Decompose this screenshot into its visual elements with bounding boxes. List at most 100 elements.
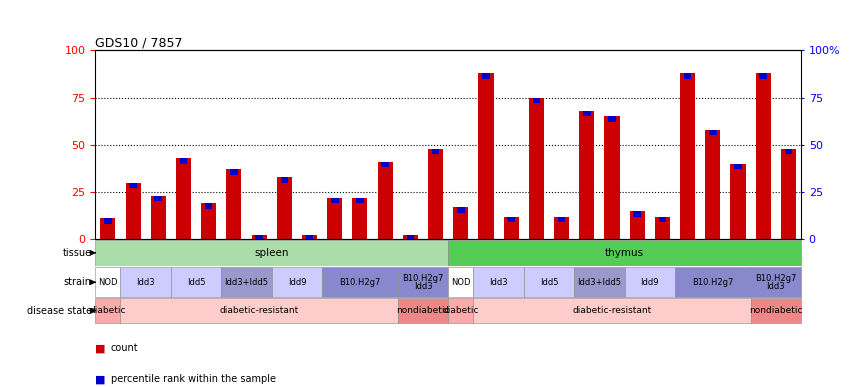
Bar <box>554 217 569 239</box>
Bar <box>583 111 591 116</box>
Bar <box>277 177 292 239</box>
Bar <box>255 235 263 241</box>
Text: nondiabetic: nondiabetic <box>397 306 449 315</box>
Bar <box>608 116 616 122</box>
Bar <box>579 111 594 239</box>
Bar <box>624 267 675 297</box>
Bar <box>272 267 322 297</box>
Text: ■: ■ <box>95 343 106 353</box>
Bar <box>381 162 389 168</box>
Text: GDS10 / 7857: GDS10 / 7857 <box>95 36 183 49</box>
Text: disease state: disease state <box>27 306 92 315</box>
Text: Idd9: Idd9 <box>288 278 307 287</box>
Bar <box>529 98 544 239</box>
Bar <box>154 196 162 201</box>
Bar <box>120 267 171 297</box>
Bar <box>751 267 801 297</box>
Bar <box>659 217 666 222</box>
Bar <box>705 130 721 239</box>
Bar <box>504 217 519 239</box>
Bar <box>352 198 367 239</box>
Text: Idd3+Idd5: Idd3+Idd5 <box>224 278 268 287</box>
Text: ■: ■ <box>95 374 106 384</box>
Text: NOD: NOD <box>98 278 118 287</box>
Bar <box>785 149 792 154</box>
Text: B10.H2g7
Idd3: B10.H2g7 Idd3 <box>755 274 797 291</box>
Bar <box>171 267 222 297</box>
Bar <box>734 164 742 169</box>
Bar <box>403 235 418 239</box>
Text: Idd3: Idd3 <box>136 278 155 287</box>
Bar <box>205 203 212 209</box>
Bar <box>449 298 474 323</box>
Bar <box>751 298 801 323</box>
Bar <box>397 267 449 297</box>
Bar <box>129 183 137 188</box>
Bar <box>120 298 397 323</box>
Bar <box>604 116 619 239</box>
Bar <box>457 207 464 213</box>
Bar <box>331 198 339 203</box>
Bar <box>432 149 439 154</box>
Text: B10.H2g7
Idd3: B10.H2g7 Idd3 <box>403 274 443 291</box>
Text: diabetic: diabetic <box>89 306 126 315</box>
Bar <box>680 73 695 239</box>
Bar <box>95 298 120 323</box>
Text: count: count <box>111 343 139 353</box>
Bar <box>406 235 414 241</box>
Text: Idd5: Idd5 <box>187 278 205 287</box>
Text: B10.H2g7: B10.H2g7 <box>692 278 734 287</box>
Bar <box>176 158 191 239</box>
Bar <box>449 267 474 297</box>
Bar <box>356 198 364 203</box>
Bar <box>226 169 242 239</box>
Text: Idd3: Idd3 <box>489 278 507 287</box>
Text: nondiabetic: nondiabetic <box>749 306 803 315</box>
Text: Idd9: Idd9 <box>641 278 659 287</box>
Bar <box>230 169 237 175</box>
Text: percentile rank within the sample: percentile rank within the sample <box>111 374 276 384</box>
Bar <box>306 235 313 241</box>
Bar <box>449 240 801 266</box>
Bar <box>524 267 574 297</box>
Bar <box>630 211 645 239</box>
Bar <box>95 240 449 266</box>
Bar <box>709 130 716 135</box>
Bar <box>507 217 515 222</box>
Bar <box>302 235 317 239</box>
Bar <box>428 149 443 239</box>
Bar <box>675 267 751 297</box>
Bar <box>151 196 166 239</box>
Bar <box>759 73 767 79</box>
Bar <box>126 183 140 239</box>
Bar <box>633 211 641 217</box>
Bar <box>655 217 670 239</box>
Bar <box>756 73 771 239</box>
Bar <box>378 162 392 239</box>
Bar <box>478 73 494 239</box>
Bar <box>201 203 216 239</box>
Text: B10.H2g7: B10.H2g7 <box>339 278 381 287</box>
Bar <box>474 298 751 323</box>
Bar <box>222 267 272 297</box>
Bar <box>731 164 746 239</box>
Bar <box>397 298 449 323</box>
Bar <box>453 207 469 239</box>
Text: thymus: thymus <box>605 248 644 258</box>
Text: diabetic: diabetic <box>443 306 479 315</box>
Bar <box>558 217 565 222</box>
Bar <box>281 177 288 183</box>
Bar <box>684 73 691 79</box>
Bar <box>327 198 342 239</box>
Text: spleen: spleen <box>255 248 289 258</box>
Bar <box>474 267 524 297</box>
Bar <box>482 73 490 79</box>
Text: NOD: NOD <box>451 278 470 287</box>
Bar <box>781 149 796 239</box>
Text: diabetic-resistant: diabetic-resistant <box>219 306 299 315</box>
Bar <box>95 267 120 297</box>
Text: diabetic-resistant: diabetic-resistant <box>572 306 651 315</box>
Bar <box>100 218 115 239</box>
Text: Idd3+Idd5: Idd3+Idd5 <box>578 278 622 287</box>
Bar <box>251 235 267 239</box>
